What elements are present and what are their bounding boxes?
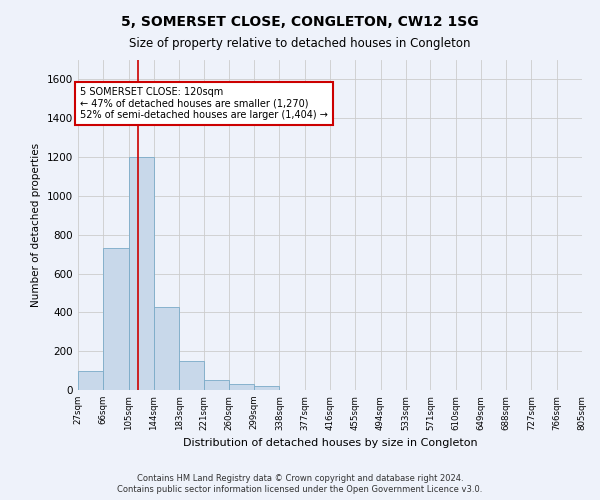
Bar <box>203 380 229 390</box>
Text: Size of property relative to detached houses in Congleton: Size of property relative to detached ho… <box>129 38 471 51</box>
X-axis label: Distribution of detached houses by size in Congleton: Distribution of detached houses by size … <box>182 438 478 448</box>
Bar <box>128 157 154 390</box>
Bar <box>78 370 103 390</box>
Text: 5, SOMERSET CLOSE, CONGLETON, CW12 1SG: 5, SOMERSET CLOSE, CONGLETON, CW12 1SG <box>121 15 479 29</box>
Bar <box>179 361 203 390</box>
Text: Contains HM Land Registry data © Crown copyright and database right 2024.
Contai: Contains HM Land Registry data © Crown c… <box>118 474 482 494</box>
Bar <box>254 386 280 390</box>
Bar <box>229 384 254 390</box>
Y-axis label: Number of detached properties: Number of detached properties <box>31 143 41 307</box>
Text: 5 SOMERSET CLOSE: 120sqm
← 47% of detached houses are smaller (1,270)
52% of sem: 5 SOMERSET CLOSE: 120sqm ← 47% of detach… <box>80 87 328 120</box>
Bar <box>154 306 179 390</box>
Bar <box>103 248 128 390</box>
